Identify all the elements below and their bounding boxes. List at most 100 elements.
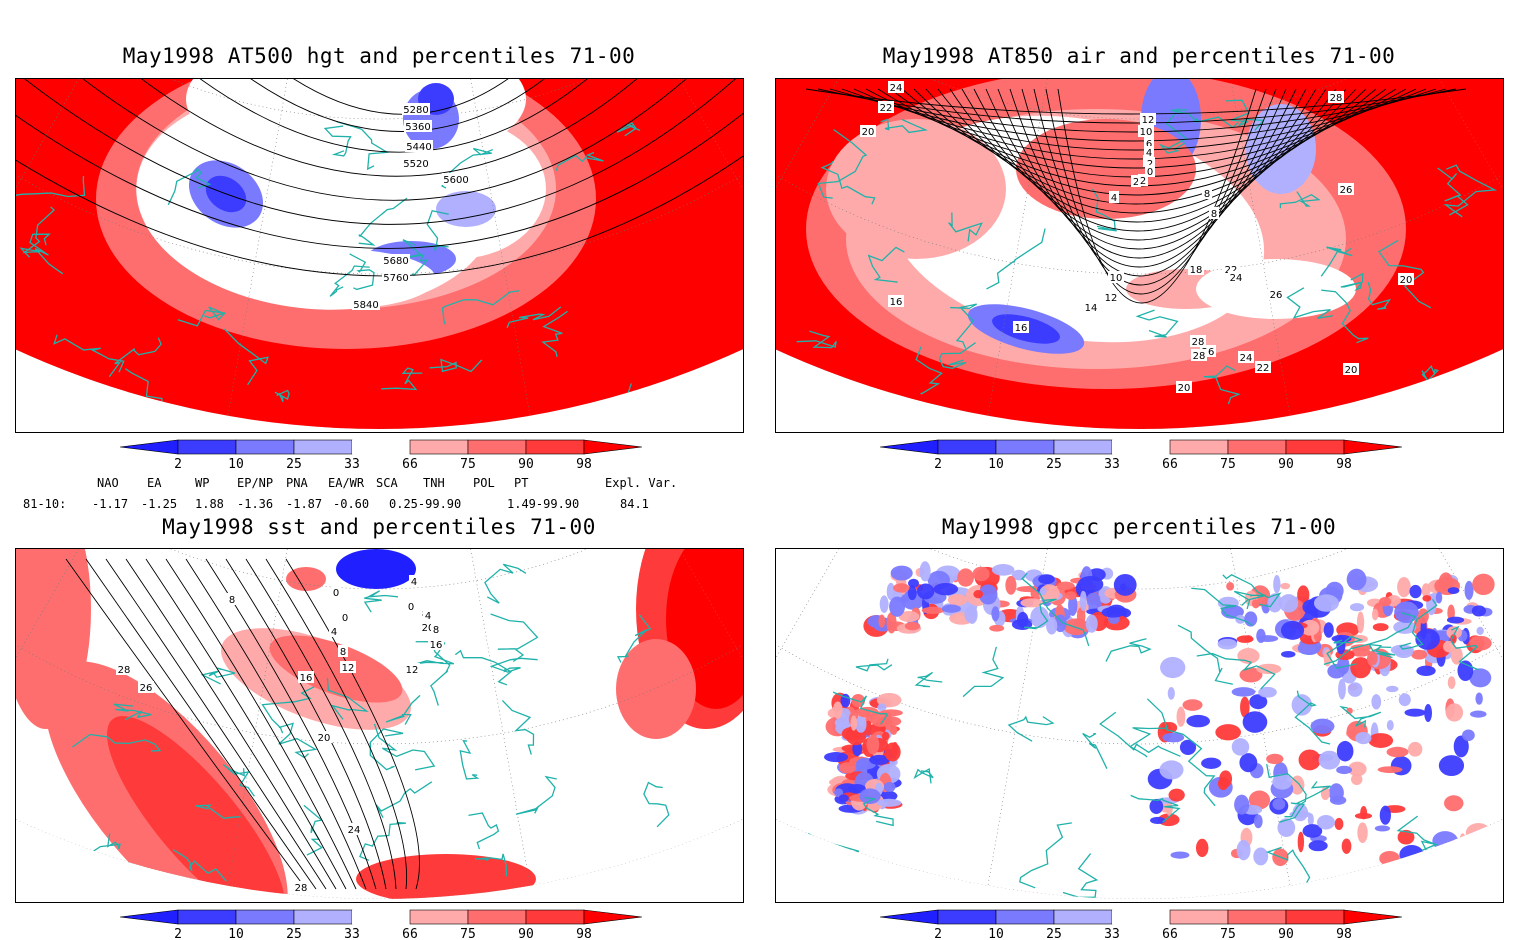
colorbar-tick-label: 33 — [1104, 457, 1120, 472]
contour-label: 24 — [888, 81, 904, 94]
svg-text:4: 4 — [1146, 148, 1152, 159]
contour-label: 24 — [1228, 271, 1244, 284]
colorbar-tick-label: 66 — [1162, 457, 1178, 472]
svg-text:4: 4 — [411, 577, 417, 588]
colorbar-segment — [1169, 909, 1229, 925]
contour-line — [1057, 88, 1257, 304]
contour-label: 12 — [404, 663, 420, 676]
colorbar-segment — [235, 439, 295, 455]
colorbar-tick-label: 75 — [460, 457, 476, 472]
index-name-nao: NAO — [97, 476, 119, 490]
coastline — [938, 342, 976, 369]
colorbar-min-arrow — [119, 909, 179, 925]
contour-label: 28 — [293, 881, 309, 894]
svg-text:20: 20 — [1345, 365, 1358, 376]
coastline — [1367, 643, 1396, 659]
coastline — [373, 723, 436, 771]
contour-label: 2 — [1131, 175, 1141, 188]
coastline — [950, 303, 978, 349]
colorbar-tick-label: 75 — [1220, 927, 1236, 940]
svg-text:24: 24 — [890, 83, 903, 94]
coastline — [1279, 191, 1321, 209]
svg-text:16: 16 — [430, 640, 443, 651]
coastline — [1326, 635, 1364, 669]
coastline — [855, 658, 893, 672]
contour-line — [245, 558, 397, 890]
coastline — [616, 614, 652, 663]
colorbar-segment — [177, 439, 237, 455]
coastline — [1443, 164, 1497, 218]
contour-label: 22 — [878, 101, 894, 114]
coastline — [303, 804, 324, 856]
coastline — [1450, 625, 1479, 671]
contour-line — [1045, 88, 1267, 295]
panel-title-gpcc: May1998 gpcc percentiles 71-00 — [941, 515, 1337, 539]
svg-text:20: 20 — [1178, 383, 1191, 394]
svg-text:26: 26 — [1340, 185, 1353, 196]
svg-text:4: 4 — [331, 627, 337, 638]
contour-label: 0 — [1145, 165, 1155, 178]
coastline — [616, 122, 641, 137]
contour-label: 4 — [1144, 146, 1154, 159]
colorbar-max-arrow — [583, 909, 643, 925]
index-value-nao: -1.17 — [92, 497, 129, 511]
svg-text:4: 4 — [425, 611, 431, 622]
coastline — [429, 358, 483, 373]
coastline — [381, 367, 423, 391]
contour-line — [16, 79, 743, 225]
svg-text:22: 22 — [880, 103, 893, 114]
colorbar-segment — [293, 909, 353, 925]
index-value-epnp: -1.36 — [237, 497, 274, 511]
coastline — [1321, 289, 1369, 344]
coastline — [72, 733, 162, 752]
colorbar-min-arrow — [879, 909, 939, 925]
colorbar-tick-label: 2 — [174, 457, 182, 472]
coastline — [474, 853, 508, 877]
svg-text:0: 0 — [342, 613, 348, 624]
coastline — [1177, 624, 1233, 685]
contour-line — [58, 79, 720, 201]
colorbar-tick-label: 33 — [344, 927, 360, 940]
contour-line — [1021, 88, 1287, 277]
index-name-ea: EA — [147, 476, 162, 490]
colorbar-tick-label: 2 — [174, 927, 182, 940]
coastline — [358, 197, 408, 246]
colorbar-tick-label: 33 — [1104, 927, 1120, 940]
contour-line — [985, 88, 1317, 250]
svg-text:28: 28 — [118, 665, 131, 676]
coastline — [880, 118, 928, 134]
contour-label: 5680 — [382, 254, 410, 267]
colorbar-segment — [1112, 440, 1170, 454]
coastline — [1320, 246, 1353, 277]
contour-label: 5360 — [404, 120, 432, 133]
index-name-pna: PNA — [286, 476, 308, 490]
coastline — [1437, 167, 1469, 216]
svg-text:5760: 5760 — [383, 273, 408, 284]
svg-text:8: 8 — [433, 625, 439, 636]
coastline — [1399, 598, 1438, 650]
contour-label: 10 — [1108, 271, 1124, 284]
contour-line — [1009, 88, 1297, 268]
coastline — [501, 699, 535, 755]
contour-line — [225, 558, 387, 890]
svg-text:5520: 5520 — [403, 159, 428, 170]
colorbar-segment — [235, 909, 295, 925]
contour-line — [125, 558, 337, 890]
contour-label: 16 — [298, 671, 314, 684]
coastline — [1158, 108, 1188, 154]
colorbar-tick-label: 66 — [1162, 927, 1178, 940]
coastline — [19, 206, 56, 258]
contour-line — [16, 79, 743, 249]
colorbar-tick-label: 98 — [1336, 927, 1352, 940]
svg-text:6: 6 — [1146, 139, 1152, 150]
coastline — [1203, 365, 1241, 405]
coastline — [986, 228, 1046, 290]
svg-text:8: 8 — [229, 595, 235, 606]
colorbar-tick-label: 90 — [518, 927, 534, 940]
svg-text:26: 26 — [1270, 290, 1283, 301]
contour-label: 0 — [340, 611, 350, 624]
svg-text:10: 10 — [1110, 273, 1123, 284]
coastline — [108, 337, 162, 378]
coastline — [1007, 715, 1055, 742]
svg-text:24: 24 — [1230, 273, 1243, 284]
